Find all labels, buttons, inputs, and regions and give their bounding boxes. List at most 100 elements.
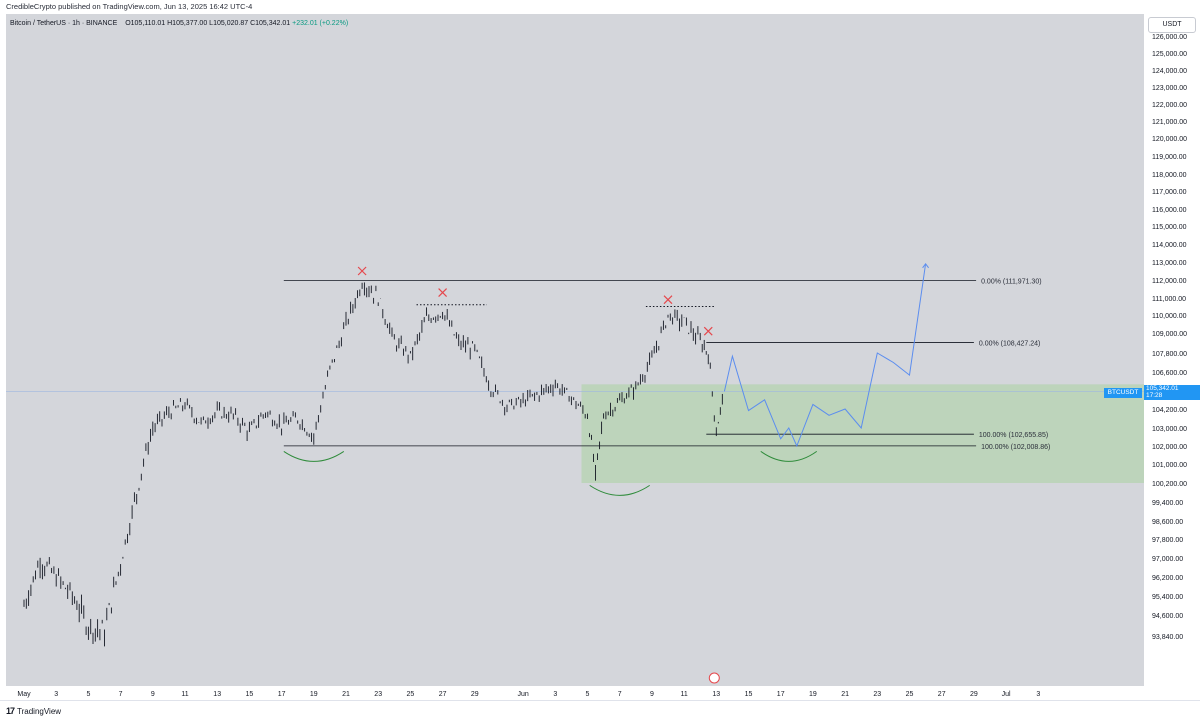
rejection-x-icon: [663, 295, 673, 305]
tradingview-logo[interactable]: 17 TradingView: [6, 706, 61, 716]
price-tick-label: 98,600.00: [1152, 519, 1183, 526]
price-tick-label: 124,000.00: [1152, 68, 1187, 75]
tradingview-brand: TradingView: [17, 706, 62, 716]
ohlc-change: +232.01 (+0.22%): [292, 20, 349, 27]
price-tick-label: 123,000.00: [1152, 85, 1187, 92]
time-tick-label: 9: [650, 691, 654, 698]
time-tick-label: 3: [54, 691, 58, 698]
time-tick-label: 15: [745, 691, 753, 698]
publish-header: CredibleCrypto published on TradingView.…: [0, 0, 1200, 14]
time-axis-scale: May 3 5 7 9 11 13 15 17 19 21 23 25 27 29 Jun 3 5 7 9 11 13 15…: [17, 691, 1040, 698]
time-tick-label: 17: [777, 691, 785, 698]
support-arc: [589, 484, 650, 496]
time-tick-label: 19: [310, 691, 318, 698]
time-tick-label: Jul: [1002, 691, 1011, 698]
projection-arrow-icon: [922, 262, 929, 269]
price-tick-label: 99,400.00: [1152, 500, 1183, 507]
currency-selector[interactable]: USDT: [1148, 17, 1196, 33]
projection-path: [723, 263, 927, 448]
symbol-name: Bitcoin / TetherUS · 1h · BINANCE: [10, 20, 118, 27]
price-tick-label: 126,000.00: [1152, 34, 1187, 41]
demand-zone: [581, 384, 1144, 483]
time-tick-label: 11: [680, 691, 687, 698]
price-axis-scale: 126,000.00 125,000.00 124,000.00 123,000.00…: [1152, 34, 1187, 641]
time-axis[interactable]: May 3 5 7 9 11 13 15 17 19 21 23 25 27 29 Jun 3 5 7 9 11 13 15…: [6, 686, 1144, 700]
time-tick-label: 13: [712, 691, 720, 698]
price-tick-label: 107,800.00: [1152, 351, 1187, 358]
price-tick-label: 97,800.00: [1152, 537, 1183, 544]
fib-level-label: 0.00% (108,427.24): [979, 341, 1041, 348]
price-tick-label: 119,000.00: [1152, 154, 1187, 161]
price-tick-label: 100,200.00: [1152, 481, 1187, 488]
publish-info: CredibleCrypto published on TradingView.…: [6, 2, 253, 11]
time-tick-label: 27: [439, 691, 447, 698]
tradingview-logo-icon: 17: [6, 706, 15, 716]
price-tick-label: 110,000.00: [1152, 313, 1187, 320]
time-tick-label: 25: [407, 691, 415, 698]
price-tick-label: 113,000.00: [1152, 260, 1187, 267]
time-tick-label: 5: [86, 691, 90, 698]
fib-level-label: 100.00% (102,655.85): [979, 432, 1048, 439]
price-tick-label: 93,840.00: [1152, 634, 1183, 641]
price-tick-label: 120,000.00: [1152, 136, 1187, 143]
time-tick-label: 23: [374, 691, 382, 698]
time-tick-label: 7: [119, 691, 123, 698]
price-tick-label: 101,000.00: [1152, 462, 1187, 469]
price-tick-label: 116,000.00: [1152, 207, 1187, 214]
price-tick-label: 112,000.00: [1152, 278, 1187, 285]
ohlc-close: C105,342.01: [250, 20, 291, 27]
price-tick-label: 94,600.00: [1152, 613, 1183, 620]
support-arc: [760, 450, 818, 462]
rejection-x-icon: [703, 326, 713, 336]
price-tick-label: 102,000.00: [1152, 444, 1187, 451]
price-tick-label: 115,000.00: [1152, 224, 1187, 231]
time-tick-label: 27: [938, 691, 946, 698]
price-tick-label: 103,000.00: [1152, 426, 1187, 433]
price-tick-label: 96,200.00: [1152, 575, 1183, 582]
price-tick-label: 106,600.00: [1152, 370, 1187, 377]
time-tick-label: 21: [841, 691, 849, 698]
price-tick-label: 114,000.00: [1152, 242, 1187, 249]
ohlc-high: H105,377.00: [167, 20, 208, 27]
price-tick-label: 121,000.00: [1152, 119, 1187, 126]
symbol-legend: Bitcoin / TetherUS · 1h · BINANCE O105,1…: [10, 20, 348, 27]
time-tick-label: 21: [342, 691, 350, 698]
time-tick-label: 3: [1036, 691, 1040, 698]
footer: 17 TradingView: [0, 700, 1200, 721]
current-price-tag: 105,342.01 17:28: [1144, 385, 1200, 401]
price-tick-label: 117,000.00: [1152, 189, 1187, 196]
price-tag-value: 105,342.01: [1146, 385, 1179, 393]
price-tick-label: 104,200.00: [1152, 407, 1187, 414]
time-tick-label: Jun: [517, 691, 528, 698]
price-chart: 0.00% (111,971.30) 0.00% (108,427.24) 100.…: [6, 262, 1144, 684]
ohlc-low: L105,020.87: [209, 20, 249, 27]
time-tick-label: 9: [151, 691, 155, 698]
rejection-x-icon: [438, 288, 448, 298]
time-tick-label: 17: [278, 691, 286, 698]
time-tick-label: 11: [181, 691, 188, 698]
time-tick-label: 23: [873, 691, 881, 698]
time-tick-label: 15: [246, 691, 254, 698]
price-tick-label: 118,000.00: [1152, 172, 1187, 179]
time-tick-label: May: [17, 691, 31, 698]
price-tick-label: 97,000.00: [1152, 556, 1183, 563]
time-tick-label: 7: [618, 691, 622, 698]
time-tick-label: 19: [809, 691, 817, 698]
price-tick-label: 111,000.00: [1152, 296, 1186, 303]
price-tick-label: 122,000.00: [1152, 102, 1187, 109]
time-tick-label: 13: [213, 691, 221, 698]
time-tick-label: 5: [586, 691, 590, 698]
support-arc: [283, 450, 345, 462]
event-icon: [708, 672, 720, 684]
chart-area[interactable]: 0.00% (111,971.30) 0.00% (108,427.24) 100.…: [6, 14, 1144, 686]
price-tick-label: 95,400.00: [1152, 594, 1183, 601]
ohlc-open: O105,110.01: [125, 20, 166, 27]
time-tick-label: 25: [906, 691, 914, 698]
time-tick-label: 29: [471, 691, 479, 698]
price-axis[interactable]: USDT 126,000.00 125,000.00 124,000.00 123,0…: [1144, 14, 1200, 686]
fib-level-label: 100.00% (102,008.86): [981, 444, 1050, 451]
time-tick-label: 3: [553, 691, 557, 698]
price-tick-label: 125,000.00: [1152, 51, 1187, 58]
price-tag-countdown: 17:28: [1146, 392, 1163, 400]
price-tick-label: 109,000.00: [1152, 331, 1187, 338]
